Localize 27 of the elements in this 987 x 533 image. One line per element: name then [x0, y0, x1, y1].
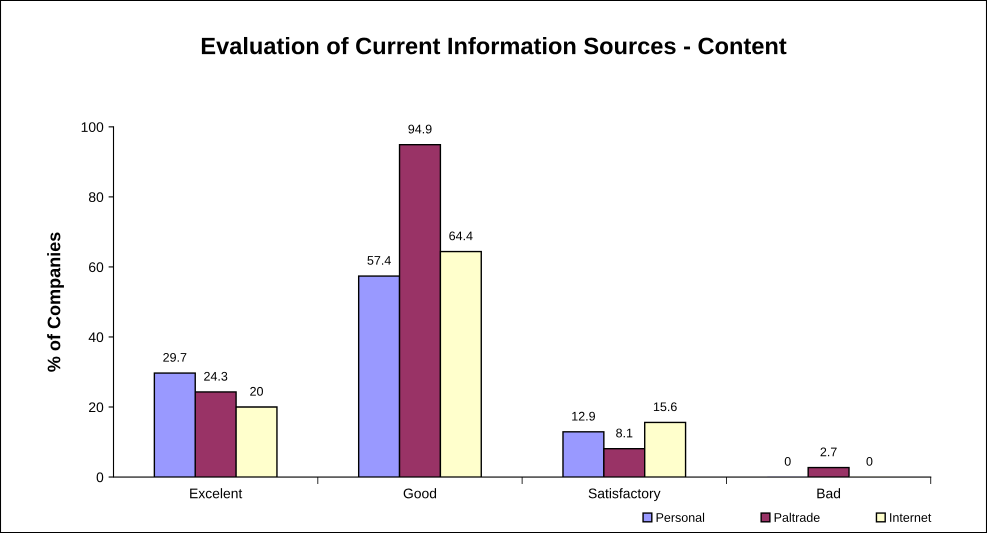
x-tick-label: Satisfactory	[588, 488, 661, 502]
x-tick-label: Bad	[817, 488, 840, 498]
legend-label: Personal	[656, 512, 704, 522]
data-label: 24.3	[204, 372, 228, 381]
x-tick-label: Excelent	[190, 488, 242, 498]
y-tick-label: 20	[89, 402, 104, 412]
data-label: 57.4	[367, 256, 391, 265]
legend-label: Paltrade	[774, 512, 820, 522]
data-label: 15.6	[654, 402, 677, 412]
y-tick-label: 40	[88, 332, 104, 342]
data-label: 0	[866, 456, 872, 466]
y-axis-title: % of Companies	[47, 232, 64, 372]
chart-title: Evaluation of Current Information Sources - Content	[202, 36, 786, 54]
legend-label: Internet	[890, 513, 932, 522]
data-label: 64.4	[449, 231, 473, 240]
data-label: 29.7	[163, 352, 186, 362]
data-label: 20	[250, 386, 263, 396]
data-label: 94.9	[408, 124, 432, 134]
y-tick-label: 80	[88, 192, 104, 202]
y-tick-label: 60	[89, 262, 104, 272]
data-label: 0	[784, 456, 791, 466]
data-label: 12.9	[572, 412, 595, 421]
y-tick-label: 0	[96, 472, 104, 482]
data-label: 8.1	[616, 428, 632, 438]
y-tick-label: 100	[82, 122, 104, 132]
data-label: 2.7	[820, 448, 837, 456]
x-tick-label: Good	[404, 488, 436, 498]
